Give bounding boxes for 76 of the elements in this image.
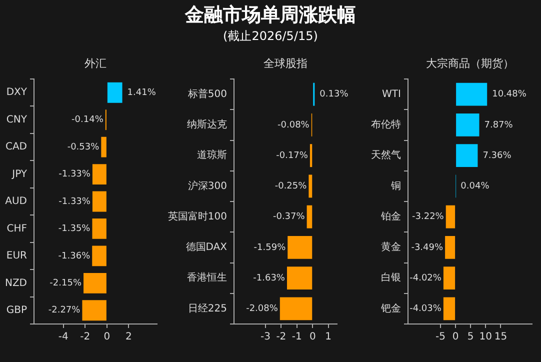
- x-tick-label: -4: [58, 332, 68, 343]
- data-label: -0.25%: [274, 182, 308, 192]
- y-tick-label: 标普500: [186, 88, 227, 100]
- y-tick-label: JPY: [11, 168, 28, 180]
- text: 外汇: [84, 56, 108, 71]
- bar: [445, 236, 456, 259]
- y-tick-label: 英国富时100: [168, 210, 227, 222]
- data-label: -1.63%: [253, 273, 286, 284]
- data-label: 0.13%: [320, 90, 349, 100]
- y-tick-label: 沪深300: [188, 180, 227, 192]
- data-label: -0.08%: [278, 120, 310, 130]
- x-tick-label: 0: [104, 332, 110, 343]
- data-label: 7.36%: [482, 150, 512, 161]
- data-label: -0.37%: [272, 212, 306, 222]
- bar: [443, 297, 456, 320]
- data-label: -3.22%: [412, 212, 444, 222]
- data-label: -1.35%: [58, 224, 91, 234]
- data-label: -1.33%: [58, 196, 91, 207]
- x-tick-label: -3: [260, 332, 270, 343]
- y-tick-label: DXY: [6, 87, 28, 98]
- x-tick-label: -2: [276, 332, 286, 343]
- x-tick-label: 1: [325, 332, 332, 343]
- data-label: 7.87%: [484, 120, 514, 130]
- x-tick-label: 0: [309, 332, 316, 343]
- data-label: 1.41%: [127, 88, 156, 98]
- data-label: -2.27%: [48, 306, 81, 316]
- y-tick-label: 道琼斯: [197, 149, 227, 162]
- x-tick-label: 2: [126, 332, 132, 343]
- y-tick-label: 铂金: [380, 210, 401, 222]
- x-tick-label: -5: [436, 332, 446, 343]
- data-label: -2.15%: [50, 278, 82, 289]
- x-tick-label: 10: [479, 332, 492, 343]
- data-label: -3.49%: [411, 242, 444, 253]
- data-label: 10.48%: [492, 90, 527, 100]
- data-label: -0.53%: [67, 142, 100, 152]
- bar: [456, 82, 488, 106]
- data-label: -4.02%: [410, 273, 442, 284]
- y-tick-label: GBP: [6, 304, 27, 316]
- y-tick-label: WTI: [382, 88, 401, 100]
- bar: [456, 113, 480, 136]
- x-tick-label: 0: [452, 332, 459, 343]
- y-tick-label: EUR: [6, 250, 28, 262]
- bar: [443, 266, 456, 290]
- data-label: -0.17%: [276, 150, 308, 161]
- y-tick-label: 日经225: [188, 302, 227, 314]
- y-tick-label: 白银: [381, 272, 401, 284]
- data-label: -1.59%: [254, 242, 286, 253]
- data-label: -1.36%: [58, 251, 91, 262]
- y-tick-label: CAD: [5, 142, 28, 153]
- y-tick-label: 德国DAX: [186, 242, 228, 254]
- data-label: -1.33%: [58, 170, 91, 180]
- text: 大宗商品（期货）: [425, 56, 515, 71]
- y-tick-label: 钯金: [380, 302, 401, 314]
- x-tick-label: -1: [292, 332, 302, 343]
- y-tick-label: 纳斯达克: [187, 118, 227, 131]
- y-tick-label: CNY: [6, 114, 28, 126]
- y-tick-label: 布伦特: [371, 118, 401, 131]
- y-tick-label: 天然气: [371, 149, 401, 162]
- text: 全球股指: [262, 56, 308, 71]
- y-tick-label: 黄金: [381, 241, 401, 254]
- data-label: -2.08%: [246, 304, 278, 314]
- x-tick-label: -2: [80, 332, 90, 343]
- y-tick-label: 香港恒生: [187, 272, 227, 284]
- text: 金融市场单周涨跌幅: [184, 3, 357, 28]
- x-tick-label: 15: [494, 332, 508, 343]
- x-tick-label: 5: [467, 332, 474, 343]
- data-label: 0.04%: [460, 182, 490, 192]
- y-tick-label: AUD: [5, 196, 28, 208]
- data-label: -4.03%: [410, 304, 442, 314]
- bar: [456, 144, 478, 168]
- y-tick-label: 铜: [390, 180, 401, 192]
- text: (截止2026/5/15): [222, 28, 319, 45]
- data-label: -0.14%: [72, 115, 104, 126]
- y-tick-label: CHF: [6, 223, 28, 234]
- y-tick-label: NZD: [4, 278, 28, 289]
- bar: [446, 205, 456, 228]
